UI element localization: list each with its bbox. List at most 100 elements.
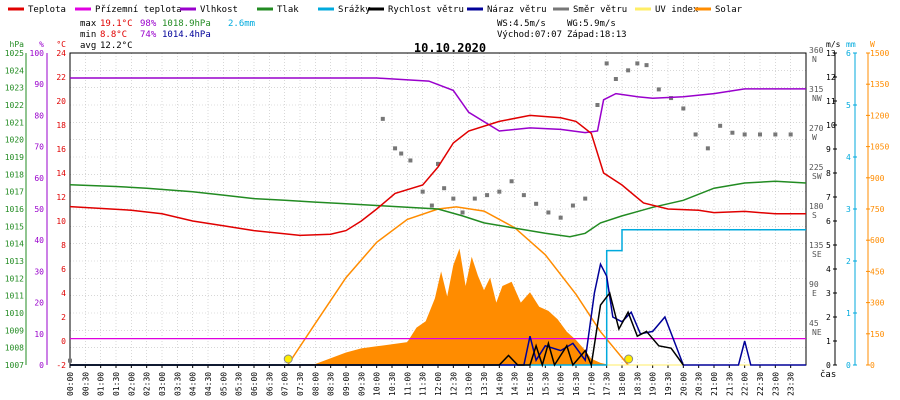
x-tick-label-25: 12:30 [449,372,458,396]
wind-dir-label-7: NE [812,328,822,337]
solar-axis-tick-3: 450 [870,267,885,276]
wind-speed-axis-tick-5: 5 [826,241,831,250]
stats-block: max 19.1°C 98% 1018.9hPa 2.6mm min 8.8°C… [80,19,627,51]
wind-dir-point-20 [583,196,588,201]
pressure-axis-tick-9: 1016 [5,205,24,214]
wind-dir-label-2: W [812,133,817,142]
x-tick-label-13: 06:30 [265,372,274,396]
x-tick-label-35: 17:30 [603,372,612,396]
stat-min-label: min [80,30,96,40]
x-tick-label-7: 03:30 [173,372,182,396]
humidity-axis-tick-6: 60 [34,174,44,183]
wind-dir-point-21 [595,103,600,107]
wind-speed-axis-tick-2: 2 [826,313,831,322]
x-tick-label-41: 20:30 [695,372,704,396]
x-tick-label-3: 01:30 [112,372,121,396]
pressure-axis-tick-2: 1009 [5,326,24,335]
pressure-axis-tick-13: 1020 [5,136,24,145]
x-tick-label-26: 13:00 [465,372,474,396]
rain-axis-tick-1: 1 [846,309,851,318]
stat-max-label: max [80,19,97,29]
wind-dir-point-19 [570,203,575,208]
wind-dir-point-32 [718,123,723,128]
x-tick-label-1: 00:30 [81,372,90,396]
x-tick-label-47: 23:30 [787,372,796,396]
wind-dir-tick-3: 225 [809,163,824,172]
wind-dir-label-5: SE [812,250,822,259]
temperature-axis-tick-4: 6 [61,265,66,274]
x-tick-label-22: 11:00 [403,372,412,396]
stat-sunrise: Východ:07:07 [497,30,562,40]
stat-min-press: 1014.4hPa [162,30,211,40]
wind-dir-point-24 [626,68,631,73]
wind-dir-tick-5: 135 [809,241,824,250]
wind-gust-line [70,261,806,366]
plot-area [68,61,807,368]
wind-dir-point-17 [546,210,551,215]
legend-label-1: Přízemní teplota [95,5,182,15]
wind-speed-axis-tick-10: 10 [826,121,836,130]
solar-axis-tick-8: 1200 [870,111,889,120]
humidity-axis-tick-7: 70 [34,143,44,152]
humidity-axis-unit: % [39,40,44,49]
wind-speed-axis-tick-9: 9 [826,145,831,154]
temperature-axis-tick-8: 14 [56,169,66,178]
solar-axis-tick-9: 1350 [870,80,889,89]
wind-dir-point-14 [509,179,514,184]
humidity-axis-tick-5: 50 [34,205,44,214]
x-tick-label-29: 14:30 [511,372,520,396]
humidity-axis-tick-0: 0 [39,361,44,370]
wind-dir-point-1 [380,116,385,121]
temperature-axis-tick-3: 4 [61,289,66,298]
temperature-axis-tick-0: -2 [56,361,66,370]
temperature-axis-tick-9: 16 [56,145,66,154]
pressure-axis-unit: hPa [10,40,25,49]
x-axis-label: čas [820,369,836,380]
wind-dir-point-6 [429,203,434,208]
wind-dir-point-10 [460,210,465,215]
wind-speed-axis-tick-11: 11 [826,97,836,106]
wind-dir-point-0 [68,358,72,363]
x-tick-label-24: 12:00 [434,372,443,396]
x-tick-label-33: 16:30 [572,372,581,396]
x-tick-label-38: 19:00 [649,372,658,396]
solar-axis-tick-5: 750 [870,205,885,214]
stat-max-press: 1018.9hPa [162,19,211,29]
legend-label-6: Náraz větru [487,5,547,15]
wind-dir-point-22 [604,61,609,66]
wind-dir-point-15 [521,193,526,198]
solar-axis-tick-7: 1050 [870,143,889,152]
stat-rain-total: 2.6mm [228,19,255,29]
humidity-axis-tick-10: 100 [30,49,45,58]
pressure-axis-tick-6: 1013 [5,257,24,266]
wind-dir-point-18 [558,215,563,220]
rain-axis-tick-5: 5 [846,101,851,110]
rain-axis-unit: mm [846,40,856,49]
x-tick-label-0: 00:00 [66,372,75,396]
pressure-line [69,180,807,238]
rain-axis-tick-6: 6 [846,49,851,58]
solar-axis-tick-4: 600 [870,236,885,245]
solar-axis-unit: W [870,40,875,49]
chart-title: 10.10.2020 [414,41,486,55]
temperature-axis-tick-2: 2 [61,313,66,322]
stat-sunset: Západ:18:13 [567,30,627,40]
wind-dir-point-11 [472,196,477,201]
temperature-axis-tick-1: 0 [61,337,66,346]
solar-axis-tick-1: 150 [870,330,885,339]
solar-axis-tick-6: 900 [870,174,885,183]
x-tick-label-36: 18:00 [618,372,627,396]
stat-avg-temp: 12.2°C [100,41,133,51]
x-tick-label-9: 04:30 [204,372,213,396]
wind-dir-point-26 [644,63,649,68]
humidity-axis-tick-1: 10 [34,330,44,339]
wind-speed-axis-tick-6: 6 [826,217,831,226]
stat-max-temp: 19.1°C [100,19,133,29]
pressure-axis-tick-4: 1011 [5,292,24,301]
wind-speed-axis-unit: m/s [826,40,841,49]
stat-min-hum: 74% [140,30,157,40]
wind-dir-tick-1: 315 [809,85,824,94]
x-tick-label-8: 04:00 [189,372,198,396]
temperature-axis-tick-13: 24 [56,49,66,58]
x-tick-label-16: 08:00 [311,372,320,396]
